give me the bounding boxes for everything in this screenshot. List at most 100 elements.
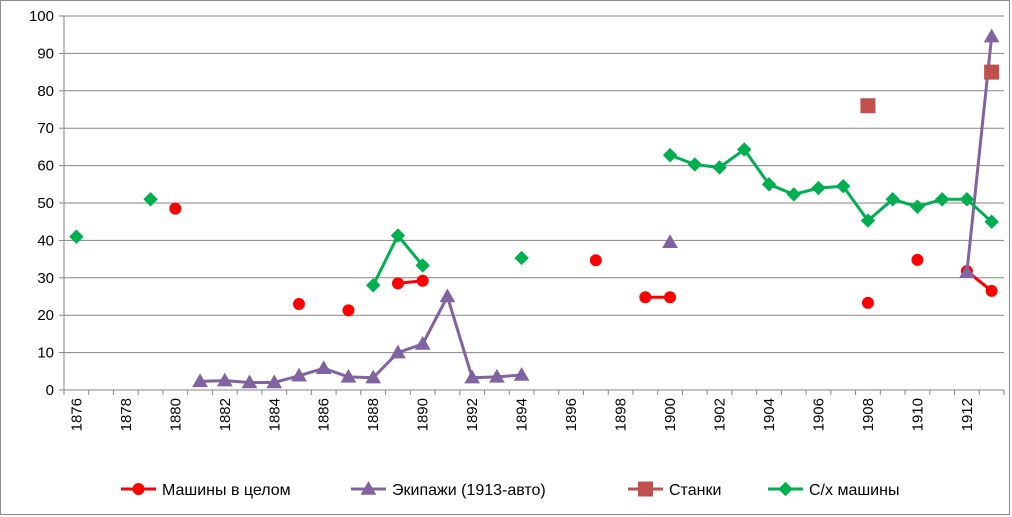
legend-label: Машины в целом	[162, 482, 291, 499]
series-line	[669, 148, 993, 223]
series-экипажи-1913-авто	[192, 28, 1000, 389]
x-tick-label: 1892	[464, 398, 481, 431]
x-tick-label: 1906	[810, 398, 827, 431]
series-с-х-машины	[69, 142, 999, 293]
legend-item-с-х-машины: С/х машины	[768, 481, 899, 499]
data-point	[911, 253, 924, 266]
data-point	[984, 64, 1000, 80]
data-point	[984, 214, 999, 229]
legend-item-станки: Станки	[628, 481, 721, 499]
x-tick-label: 1910	[909, 398, 926, 431]
data-point	[983, 28, 1000, 43]
data-point	[761, 177, 777, 192]
y-tick-label: 30	[37, 270, 54, 287]
x-tick-label: 1880	[167, 398, 184, 431]
data-point	[439, 288, 456, 303]
x-tick-label: 1878	[118, 398, 135, 431]
x-tick-label: 1886	[316, 398, 333, 431]
data-point	[390, 344, 406, 359]
data-point	[315, 360, 332, 375]
y-tick-label: 70	[37, 120, 54, 137]
x-tick-label: 1894	[514, 398, 531, 431]
data-point	[885, 192, 900, 207]
data-point	[985, 284, 998, 297]
data-point	[366, 278, 381, 293]
data-point	[415, 258, 430, 273]
data-point	[860, 98, 876, 114]
x-tick-label: 1884	[266, 398, 283, 431]
data-point	[241, 374, 258, 389]
y-tick-label: 90	[37, 45, 54, 62]
data-point	[291, 367, 307, 382]
data-point	[589, 254, 602, 267]
y-tick-label: 20	[37, 307, 54, 324]
data-point	[662, 234, 678, 249]
legend: Машины в целом Экипажи (1913-авто) Станки С…	[121, 480, 899, 499]
data-point	[464, 369, 481, 384]
series-group	[69, 28, 1000, 389]
x-tick-label: 1882	[217, 398, 234, 431]
data-point	[69, 229, 84, 244]
data-point	[293, 297, 305, 310]
data-point	[861, 296, 874, 309]
legend-label: Станки	[669, 482, 721, 499]
data-point	[416, 274, 429, 287]
data-point	[934, 192, 950, 207]
x-tick-label: 1902	[712, 398, 729, 431]
x-tick-label: 1896	[563, 398, 580, 431]
data-point	[489, 368, 505, 383]
data-point	[959, 264, 975, 278]
data-point	[192, 373, 208, 388]
y-tick-label: 40	[37, 232, 54, 249]
data-point	[712, 160, 727, 175]
x-tick-label: 1876	[68, 398, 85, 431]
legend-marker	[778, 481, 793, 497]
legend-marker	[132, 483, 145, 495]
legend-label: Экипажи (1913-авто)	[392, 482, 546, 499]
x-tick-label: 1900	[662, 398, 679, 431]
y-tick-label: 60	[37, 158, 54, 175]
series-станки	[860, 64, 1000, 114]
data-point	[737, 142, 752, 157]
legend-marker	[638, 481, 653, 497]
x-tick-label: 1890	[415, 398, 432, 431]
x-tick-label: 1904	[761, 398, 778, 431]
legend-label: С/х машины	[809, 482, 899, 499]
data-point	[910, 199, 925, 214]
data-point	[390, 228, 406, 243]
x-tick-label: 1898	[613, 398, 630, 431]
data-point	[266, 374, 283, 389]
data-point	[836, 178, 851, 194]
data-point	[860, 213, 876, 228]
data-point	[664, 291, 677, 304]
data-point	[662, 147, 678, 163]
data-point	[414, 335, 431, 350]
y-tick-label: 80	[37, 83, 54, 100]
y-tick-label: 10	[37, 345, 54, 362]
data-point	[169, 202, 182, 215]
data-point	[687, 157, 702, 172]
series-line	[200, 295, 522, 384]
data-point	[513, 367, 530, 381]
legend-item-экипажи-1913-авто: Экипажи (1913-авто)	[351, 480, 546, 499]
data-point	[514, 250, 529, 266]
data-point	[365, 369, 382, 384]
x-tick-label: 1888	[365, 398, 382, 431]
data-point	[786, 187, 801, 202]
data-point	[342, 304, 355, 317]
data-point	[391, 277, 404, 290]
data-point	[639, 291, 652, 304]
data-point	[811, 180, 826, 196]
y-tick-label: 0	[46, 382, 54, 399]
data-point	[959, 192, 975, 207]
gridlines	[64, 15, 1004, 354]
data-point	[143, 192, 158, 207]
legend-marker	[360, 480, 377, 495]
x-tick-label: 1908	[860, 398, 877, 431]
legend-item-машины-в-целом: Машины в целом	[121, 482, 291, 499]
y-tick-label: 100	[29, 8, 54, 25]
axes: 0 10 20 30 40 50 60 70 80 90 100 1876 1878 1880 1882 18…	[29, 8, 1005, 431]
data-point	[340, 368, 357, 383]
